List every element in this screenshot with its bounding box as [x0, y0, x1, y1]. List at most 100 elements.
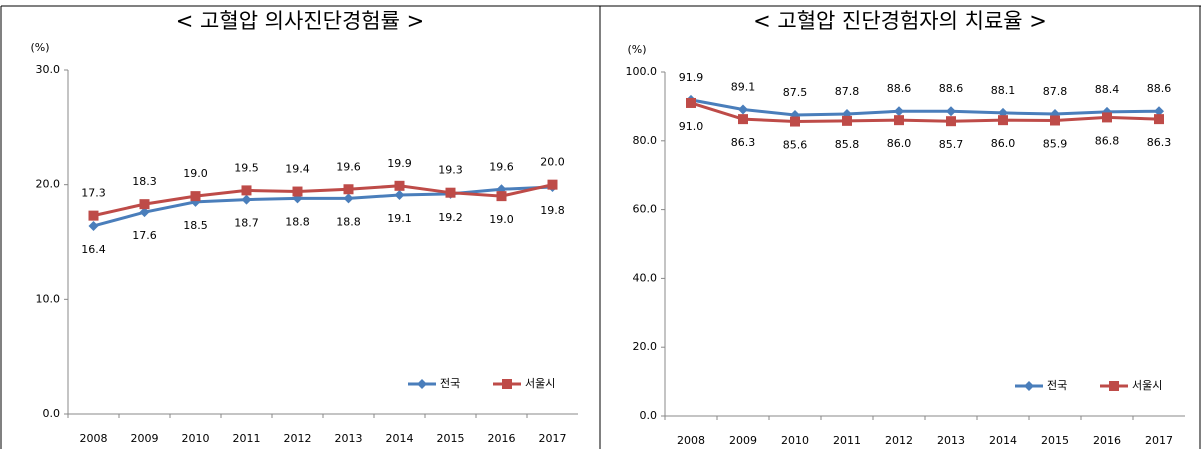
- x-tick-label: 2016: [488, 432, 516, 445]
- x-tick-label: 2014: [386, 432, 414, 445]
- x-tick-label: 2008: [677, 434, 705, 447]
- data-label: 88.6: [939, 82, 964, 95]
- data-label: 19.1: [387, 212, 412, 225]
- data-point: [241, 185, 252, 196]
- data-point: [496, 191, 507, 202]
- data-label: 88.1: [991, 84, 1016, 97]
- series-line: [93, 185, 553, 228]
- x-tick-label: 2009: [729, 434, 757, 447]
- data-label: 87.8: [835, 85, 860, 98]
- data-label: 87.8: [1043, 85, 1068, 98]
- y-tick-label: 40.0: [633, 271, 658, 284]
- data-label: 19.6: [489, 160, 514, 173]
- y-tick-label: 20.0: [36, 178, 61, 191]
- data-label: 85.9: [1043, 138, 1068, 151]
- data-label: 19.3: [438, 164, 463, 177]
- data-label: 91.0: [679, 120, 704, 133]
- x-tick-label: 2010: [781, 434, 809, 447]
- legend-marker: [502, 379, 512, 389]
- data-point: [394, 180, 405, 191]
- data-label: 19.4: [285, 163, 310, 176]
- x-tick-label: 2013: [335, 432, 363, 445]
- data-label: 89.1: [731, 80, 756, 93]
- data-point: [946, 106, 956, 117]
- legend-label: 전국: [440, 377, 460, 390]
- data-point: [1050, 115, 1060, 126]
- x-tick-label: 2014: [989, 434, 1017, 447]
- y-tick-label: 100.0: [626, 65, 658, 78]
- legend-marker: [417, 379, 427, 389]
- chart-title: < 고혈압 의사진단경험률 >: [176, 9, 424, 33]
- data-label: 19.0: [183, 167, 208, 180]
- y-tick-label: 0.0: [43, 407, 61, 420]
- x-tick-label: 2012: [284, 432, 312, 445]
- data-label: 88.6: [887, 82, 912, 95]
- data-label: 18.7: [234, 217, 259, 230]
- data-point: [686, 97, 696, 108]
- data-label: 18.5: [183, 219, 208, 232]
- data-point: [894, 106, 904, 117]
- series-line: [93, 183, 553, 218]
- data-point: [738, 114, 748, 125]
- x-tick-label: 2008: [80, 432, 108, 445]
- y-tick-label: 10.0: [36, 292, 61, 305]
- x-tick-label: 2015: [1041, 434, 1069, 447]
- data-label: 18.8: [285, 215, 310, 228]
- x-tick-label: 2017: [1145, 434, 1173, 447]
- data-label: 18.3: [132, 175, 157, 188]
- data-point: [292, 186, 303, 197]
- data-point: [1154, 114, 1164, 125]
- x-tick-label: 2011: [833, 434, 861, 447]
- series-line: [690, 98, 1160, 117]
- data-point: [88, 210, 99, 221]
- data-label: 88.6: [1147, 82, 1172, 95]
- x-tick-label: 2015: [437, 432, 465, 445]
- legend-label: 전국: [1047, 379, 1067, 392]
- legend-marker: [1109, 381, 1119, 391]
- data-label: 16.4: [81, 243, 106, 256]
- data-label: 86.8: [1095, 134, 1120, 147]
- data-point: [894, 115, 904, 126]
- data-label: 88.4: [1095, 83, 1120, 96]
- y-tick-label: 60.0: [633, 203, 658, 216]
- data-label: 18.8: [336, 215, 361, 228]
- data-point: [738, 104, 748, 115]
- data-point: [394, 189, 405, 200]
- data-label: 19.6: [336, 160, 361, 173]
- x-tick-label: 2017: [539, 432, 567, 445]
- data-label: 87.5: [783, 86, 808, 99]
- data-point: [842, 115, 852, 126]
- data-point: [998, 115, 1008, 126]
- data-label: 20.0: [540, 156, 565, 169]
- data-point: [445, 187, 456, 198]
- y-tick-label: 0.0: [640, 409, 658, 422]
- legend-label: 서울시: [1132, 379, 1162, 392]
- data-point: [139, 207, 150, 218]
- x-tick-label: 2009: [131, 432, 159, 445]
- data-point: [190, 191, 201, 202]
- data-label: 86.3: [731, 136, 756, 149]
- data-label: 85.7: [939, 138, 964, 151]
- data-point: [241, 194, 252, 205]
- data-point: [343, 193, 354, 204]
- data-label: 19.0: [489, 213, 514, 226]
- chart-title: < 고혈압 진단경험자의 치료율 >: [753, 9, 1047, 33]
- data-label: 85.6: [783, 139, 808, 152]
- series-line: [690, 101, 1160, 124]
- x-tick-label: 2012: [885, 434, 913, 447]
- y-tick-label: 20.0: [633, 340, 658, 353]
- x-tick-label: 2013: [937, 434, 965, 447]
- data-label: 17.3: [81, 187, 106, 200]
- y-tick-label: 80.0: [633, 134, 658, 147]
- data-label: 19.8: [540, 204, 565, 217]
- y-axis-unit: (%): [627, 43, 646, 56]
- data-point: [88, 220, 99, 231]
- data-point: [1102, 112, 1112, 123]
- data-label: 17.6: [132, 229, 157, 242]
- data-label: 19.9: [387, 157, 412, 170]
- data-label: 19.5: [234, 161, 259, 174]
- data-point: [946, 116, 956, 127]
- data-label: 86.0: [991, 137, 1016, 150]
- data-point: [1154, 106, 1164, 117]
